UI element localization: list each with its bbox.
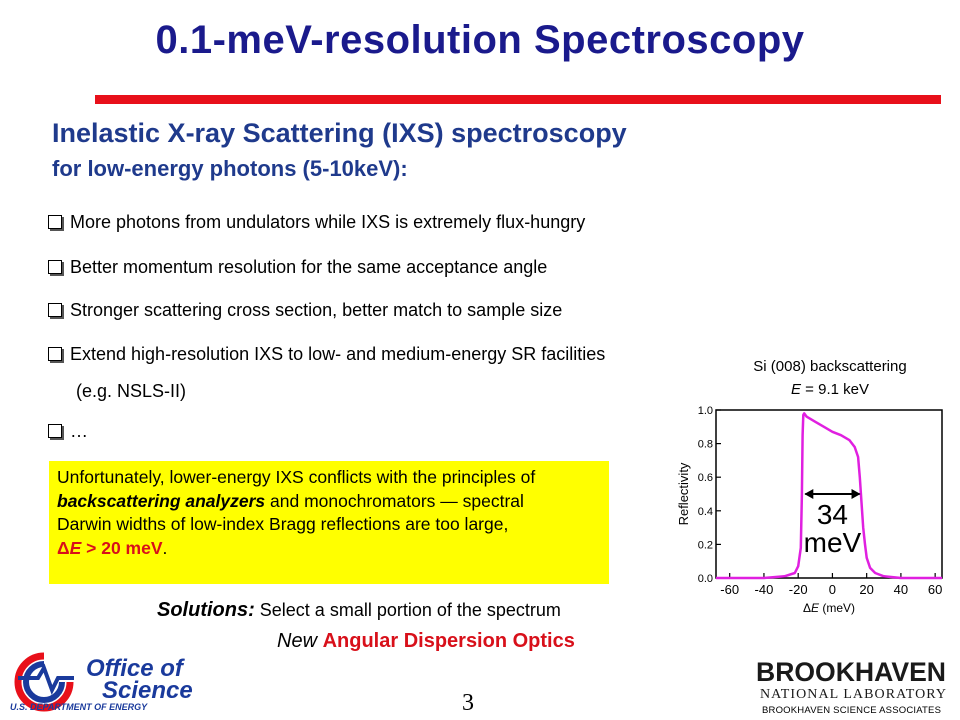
y-tick-label: 0.8 <box>698 439 713 451</box>
note-line: ΔE > 20 meV. <box>57 537 168 558</box>
x-tick-label: -40 <box>755 582 774 597</box>
doe-emblem-icon <box>14 652 74 712</box>
note-emphasis: backscattering analyzers <box>57 490 266 511</box>
bullet-text: Stronger scattering cross section, bette… <box>70 300 563 320</box>
x-tick-label: -60 <box>720 582 739 597</box>
bullet-text: Extend high-resolution IXS to low- and m… <box>70 344 606 364</box>
solutions-line: Solutions: Select a small portion of the… <box>157 599 561 621</box>
bullet-text: … <box>70 421 88 441</box>
solutions-ado: Angular Dispersion Optics <box>322 630 575 652</box>
x-axis-label: ΔE (meV) <box>803 601 855 615</box>
y-tick-label: 0.2 <box>698 539 713 551</box>
solutions-line-2: New Angular Dispersion Optics <box>277 630 575 653</box>
footer-organization: BROOKHAVEN SCIENCE ASSOCIATES <box>762 705 942 716</box>
x-tick-label: 40 <box>894 582 908 597</box>
solutions-new: New <box>277 630 318 652</box>
fwhm-arrow-left-icon <box>804 489 814 499</box>
x-tick-label: 60 <box>928 582 942 597</box>
y-tick-label: 1.0 <box>698 405 713 417</box>
solutions-label: Solutions <box>157 599 249 621</box>
bullet-continuation: (e.g. NSLS-II) <box>76 381 187 401</box>
title-divider <box>95 95 941 104</box>
checkbox-bullet-icon <box>48 303 62 317</box>
plot-frame <box>715 409 943 579</box>
x-tick-label: 20 <box>859 582 873 597</box>
y-tick-label: 0.6 <box>698 472 713 484</box>
brookhaven-logo: BROOKHAVEN NATIONAL LABORATORY <box>756 657 946 702</box>
bullet-item: Stronger scattering cross section, bette… <box>48 300 562 321</box>
page-number: 3 <box>462 690 474 716</box>
slide-title: 0.1-meV-resolution Spectroscopy <box>155 18 805 62</box>
note-line: backscattering analyzers and monochromat… <box>57 490 524 511</box>
checkbox-bullet-icon <box>48 215 62 229</box>
doe-logo-line-2: Science <box>102 677 193 704</box>
fwhm-value: 34 <box>817 499 848 530</box>
energy-threshold: > 20 meV <box>81 537 163 558</box>
fwhm-unit: meV <box>804 527 862 558</box>
doe-logo-line-3: U.S. DEPARTMENT OF ENERGY <box>10 702 148 712</box>
delta-symbol: Δ <box>57 537 70 558</box>
bullet-item: Extend high-resolution IXS to low- and m… <box>48 344 605 365</box>
checkbox-bullet-icon <box>48 424 62 438</box>
doe-office-of-science-logo: Office of Science U.S. DEPARTMENT OF ENE… <box>10 652 193 712</box>
x-tick-label: 0 <box>829 582 836 597</box>
fwhm-arrow-right-icon <box>851 489 861 499</box>
checkbox-bullet-icon <box>48 260 62 274</box>
y-tick-label: 0.0 <box>698 573 713 585</box>
y-tick-label: 0.4 <box>698 506 713 518</box>
highlight-note: Unfortunately, lower-energy IXS conflict… <box>49 461 609 584</box>
section-heading: Inelastic X-ray Scattering (IXS) spectro… <box>52 118 627 148</box>
bullet-text: More photons from undulators while IXS i… <box>70 212 586 232</box>
chart-caption-line-1: Si (008) backscattering <box>753 358 907 375</box>
checkbox-bullet-icon <box>48 347 62 361</box>
y-axis-label: Reflectivity <box>676 462 691 525</box>
section-subheading: for low-energy photons (5-10keV): <box>52 156 408 181</box>
bullet-item: Better momentum resolution for the same … <box>48 257 547 278</box>
bnl-logo-line-1: BROOKHAVEN <box>756 657 946 687</box>
reflectivity-curve <box>716 412 942 580</box>
chart-caption-line-2: E = 9.1 keV <box>791 381 869 398</box>
solutions-text: Select a small portion of the spectrum <box>254 600 561 620</box>
bullet-item: … <box>48 421 88 442</box>
bullet-text: Better momentum resolution for the same … <box>70 257 548 277</box>
note-line: Unfortunately, lower-energy IXS conflict… <box>57 467 536 487</box>
x-tick-label: -20 <box>789 582 808 597</box>
note-line: Darwin widths of low-index Bragg reflect… <box>57 514 509 534</box>
doe-logo-line-1: Office of <box>86 655 185 682</box>
bnl-logo-line-2: NATIONAL LABORATORY <box>760 687 946 702</box>
bullet-item: More photons from undulators while IXS i… <box>48 212 585 233</box>
